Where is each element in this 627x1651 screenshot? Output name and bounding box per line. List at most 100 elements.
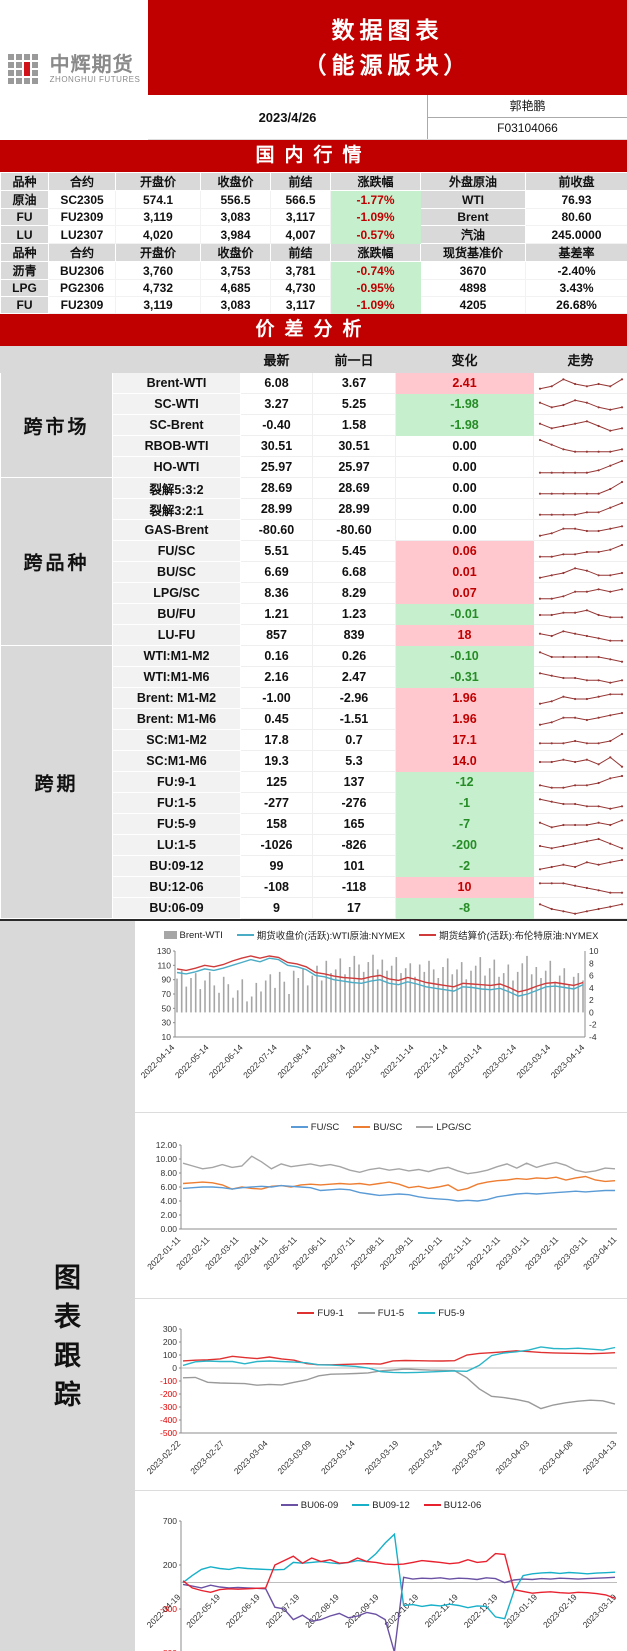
svg-text:2022-10-14: 2022-10-14	[344, 1042, 382, 1080]
legend-swatch	[352, 1504, 370, 1506]
sparkline	[538, 671, 623, 684]
latest-cell: 28.69	[240, 477, 313, 499]
svg-text:12.00: 12.00	[156, 1140, 178, 1150]
sparkline	[538, 587, 623, 600]
change-cell: 14.0	[395, 750, 534, 772]
table-row: BU:09-12 99 101 -2	[1, 855, 627, 877]
group-cell: 跨品种	[0, 477, 113, 646]
latest-cell: 6.69	[240, 561, 313, 583]
svg-text:-100: -100	[160, 1376, 177, 1386]
spread-name-cell: HO-WTI	[112, 456, 241, 478]
spark-cell	[533, 561, 627, 583]
variety-cell: 原油	[0, 190, 49, 209]
prev-day-cell: 137	[312, 771, 396, 793]
legend-swatch	[290, 1126, 308, 1128]
change-cell: -0.31	[395, 666, 534, 688]
table-row: FU/SC 5.51 5.45 0.06	[1, 540, 627, 562]
spread-name-cell: BU:09-12	[112, 855, 241, 877]
change-cell: 0.01	[395, 561, 534, 583]
svg-text:2022-08-19: 2022-08-19	[303, 1592, 341, 1630]
legend-label: FU5-9	[438, 1307, 465, 1319]
open-cell: 3,119	[115, 296, 201, 314]
spread-name-cell: Brent: M1-M2	[112, 687, 241, 709]
legend-label: LPG/SC	[436, 1121, 472, 1133]
table-row: FU:1-5 -277 -276 -1	[1, 792, 627, 814]
header-right: 数据图表 （能源版块） 2023/4/26 郭艳鹏 F03104066	[148, 0, 627, 140]
svg-text:2.00: 2.00	[160, 1210, 177, 1220]
spark-cell	[533, 708, 627, 730]
latest-cell: -108	[240, 876, 313, 898]
legend-swatch	[297, 1312, 315, 1314]
column-header: 前结	[270, 172, 331, 191]
change-cell: -1.98	[395, 393, 534, 415]
spark-cell	[533, 414, 627, 436]
spread-banner: 价差分析	[0, 314, 627, 346]
svg-text:110: 110	[157, 960, 171, 970]
svg-text:90: 90	[162, 975, 172, 985]
legend-item: FU5-9	[418, 1307, 465, 1319]
variety-cell: FU	[0, 296, 49, 314]
column-header: 收盘价	[200, 172, 271, 191]
sparkline	[538, 711, 623, 726]
sparkline	[538, 459, 623, 474]
charts-main: Brent-WTI 期货收盘价(活跃):WTI原油:NYMEX 期货结算价(活跃):…	[135, 921, 627, 1651]
spread-name-cell: 裂解3:2:1	[112, 498, 241, 520]
prev-day-cell: -118	[312, 876, 396, 898]
chart-svg: 12.0010.008.006.004.002.000.002022-01-11…	[145, 1140, 619, 1272]
svg-text:2023-04-14: 2023-04-14	[549, 1042, 587, 1080]
table-row: FU:5-9 158 165 -7	[1, 813, 627, 835]
group-cell: 跨期	[0, 645, 113, 919]
spread-name-cell: BU/SC	[112, 561, 241, 583]
svg-text:0: 0	[172, 1363, 177, 1373]
close-cell: 3,083	[200, 208, 271, 226]
spread-name-cell: BU:12-06	[112, 876, 241, 898]
spark-cell	[533, 456, 627, 478]
svg-text:0: 0	[589, 1007, 594, 1017]
latest-cell: 158	[240, 813, 313, 835]
spark-cell	[533, 897, 627, 919]
change-cell: 1.96	[395, 708, 534, 730]
logo-icon	[7, 54, 38, 84]
legend-item: BU09-12	[352, 1500, 410, 1511]
analyst-name: 郭艳鹏	[428, 95, 627, 118]
legend-label: BU06-09	[300, 1499, 339, 1511]
svg-text:-400: -400	[160, 1415, 177, 1425]
table-row: SC-Brent -0.40 1.58 -1.98	[1, 414, 627, 436]
prev-day-cell: -276	[312, 792, 396, 814]
change-pct-cell: -0.95%	[330, 279, 421, 297]
prev-day-cell: 8.29	[312, 582, 396, 604]
prev-day-cell: 30.51	[312, 435, 396, 457]
legend-swatch	[416, 1126, 434, 1128]
legend-item: LPG/SC	[416, 1122, 471, 1133]
change-pct-cell: -1.09%	[330, 296, 421, 314]
latest-cell: 0.45	[240, 708, 313, 730]
close-cell: 3,753	[200, 261, 271, 280]
svg-text:2023-02-19: 2023-02-19	[541, 1592, 579, 1630]
spark-cell	[533, 771, 627, 793]
latest-cell: -80.60	[240, 519, 313, 541]
legend-item: BU06-09	[280, 1499, 339, 1511]
prev-day-cell: 839	[312, 624, 396, 646]
latest-cell: -0.40	[240, 414, 313, 436]
spark-cell	[533, 792, 627, 814]
spread-name-cell: SC-Brent	[112, 414, 241, 436]
spark-cell	[533, 582, 627, 604]
latest-cell: 17.8	[240, 729, 313, 751]
svg-text:10: 10	[162, 1032, 172, 1042]
change-cell: 1.96	[395, 687, 534, 709]
legend-label: BU/SC	[373, 1121, 403, 1133]
latest-cell: 0.16	[240, 645, 313, 667]
latest-cell: 5.51	[240, 540, 313, 562]
chart-box: FU9-1 FU1-5 FU5-9 300 200 100 0 -100 -200 -300 -40…	[135, 1299, 627, 1491]
table-row: BU:06-09 9 17 -8	[1, 897, 627, 919]
charts-sidebar: 图 表 跟 踪	[0, 921, 135, 1651]
variety-cell: LU	[0, 225, 49, 244]
charts-section: 图 表 跟 踪 Brent-WTI 期货收盘价(活跃):WTI原油:NYMEX 期货…	[0, 919, 627, 1651]
ref-label-cell: WTI	[420, 190, 526, 209]
ref-value-cell: 3.43%	[525, 279, 627, 297]
logo-text: 中辉期货 ZHONGHUI FUTURES	[50, 55, 141, 84]
spread-header-row: 最新 前一日 变化 走势	[0, 346, 627, 373]
spread-name-cell: Brent-WTI	[112, 372, 241, 394]
svg-text:2023-03-14: 2023-03-14	[319, 1438, 357, 1476]
